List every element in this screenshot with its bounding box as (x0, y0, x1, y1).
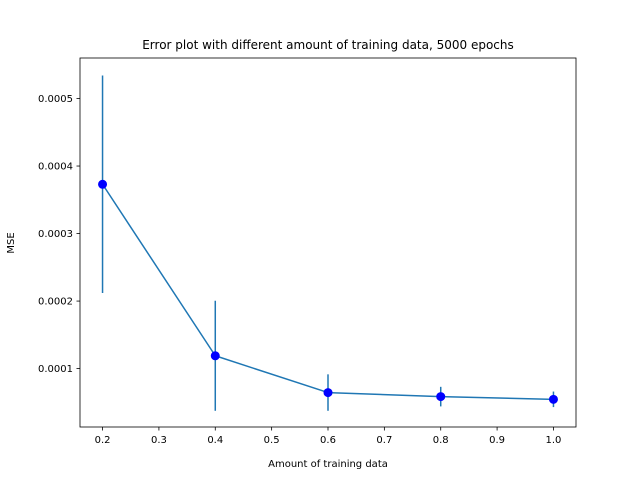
y-axis-label: MSE (6, 232, 17, 253)
y-tick-label: 0.0001 (38, 364, 73, 375)
x-axis-label: Amount of training data (268, 459, 388, 470)
x-tick-label: 0.5 (264, 435, 280, 446)
y-tick-label: 0.0005 (38, 94, 73, 105)
data-point (436, 392, 446, 402)
x-tick-label: 0.6 (320, 435, 336, 446)
data-point (323, 388, 333, 398)
plot-area: 0.2 0.3 0.4 0.5 0.6 0.7 0.8 0.9 1.0 0.0001 0.0002 0… (38, 57, 577, 446)
x-tick-label: 0.8 (433, 435, 449, 446)
x-tick-label: 0.4 (207, 435, 223, 446)
y-tick-label: 0.0003 (38, 229, 73, 240)
chart-title: Error plot with different amount of trai… (142, 38, 514, 52)
x-tick-label: 0.2 (95, 435, 111, 446)
x-tick-label: 1.0 (546, 435, 562, 446)
x-tick-label: 0.3 (151, 435, 167, 446)
data-point (98, 179, 108, 189)
y-tick-label: 0.0002 (38, 297, 73, 308)
data-point (210, 351, 220, 361)
x-tick-label: 0.9 (489, 435, 505, 446)
data-point (548, 394, 558, 404)
x-tick-label: 0.7 (376, 435, 392, 446)
y-tick-label: 0.0004 (38, 162, 73, 173)
